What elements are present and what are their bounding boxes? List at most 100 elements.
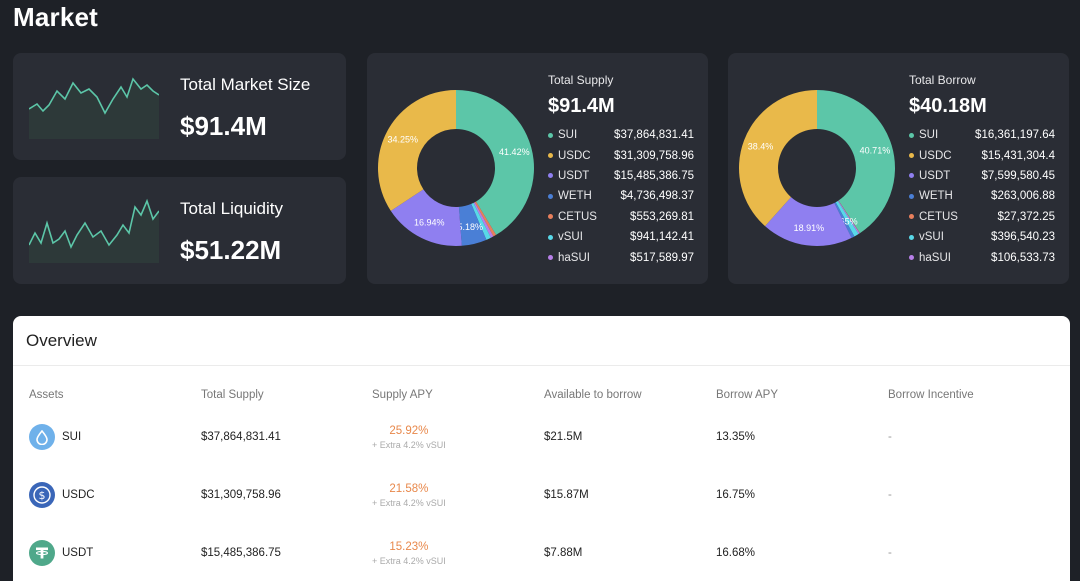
overview-panel: Overview Assets Total Supply Supply APY …: [13, 316, 1070, 581]
legend-asset: vSUI: [558, 231, 583, 244]
asset-name: SUI: [62, 431, 82, 443]
donut-label-weth: 0.65%: [832, 217, 858, 227]
table-row[interactable]: USDT $15,485,386.75 15.23% + Extra 4.2% …: [13, 531, 1070, 575]
total-supply-card: 41.42% 5.18% 16.94% 34.25% Total Supply $91…: [367, 53, 708, 284]
borrow-value: $40.18M: [909, 95, 987, 117]
borrow-title: Total Borrow: [909, 73, 976, 87]
donut-label-usdc: 38.4%: [748, 141, 774, 151]
cetus-dot-icon: [548, 214, 553, 220]
legend-asset: SUI: [558, 129, 578, 142]
donut-slice-weth[interactable]: [458, 203, 487, 246]
total-supply-value: $37,864,831.41: [201, 431, 281, 443]
donut-slice-weth[interactable]: [834, 202, 855, 238]
col-available-to-borrow[interactable]: Available to borrow: [544, 389, 642, 401]
legend-amount: $263,006.88: [991, 190, 1055, 203]
donut-slice-sui[interactable]: [817, 90, 895, 234]
weth-dot-icon: [548, 193, 553, 199]
table-row[interactable]: $ USDC $31,309,758.96 21.58% + Extra 4.2…: [13, 473, 1070, 517]
legend-asset: vSUI: [919, 231, 944, 244]
donut-slice-hasui[interactable]: [837, 200, 860, 234]
asset-name: USDT: [62, 547, 94, 559]
col-assets[interactable]: Assets: [29, 389, 64, 401]
donut-slice-vsui[interactable]: [835, 200, 859, 237]
borrow-legend-item: haSUI $106,533.73: [909, 247, 1055, 267]
cetus-dot-icon: [909, 214, 914, 220]
borrow-apy-value: 16.75%: [716, 489, 756, 501]
supply-legend-item: CETUS $553,269.81: [548, 207, 694, 227]
borrow-legend-item: USDC $15,431,304.4: [909, 145, 1055, 165]
supply-legend: SUI $37,864,831.41 USDC $31,309,758.96 USD…: [548, 125, 694, 268]
legend-asset: USDT: [558, 169, 590, 182]
borrow-incentive-value: -: [888, 547, 892, 559]
legend-asset: USDC: [919, 149, 952, 162]
legend-amount: $941,142.41: [630, 231, 694, 244]
legend-amount: $4,736,498.37: [620, 190, 694, 203]
donut-slice-usdc[interactable]: [378, 90, 456, 211]
supply-apy-cell: 15.23% + Extra 4.2% vSUI: [372, 531, 446, 575]
supply-legend-item: USDC $31,309,758.96: [548, 145, 694, 165]
donut-slice-hasui[interactable]: [473, 202, 494, 238]
donut-label-sui: 40.71%: [860, 146, 891, 156]
liquidity-sparkline-icon: [29, 198, 159, 263]
legend-asset: CETUS: [919, 210, 958, 223]
donut-slice-sui[interactable]: [456, 90, 534, 235]
supply-legend-item: SUI $37,864,831.41: [548, 125, 694, 145]
table-header: Assets Total Supply Supply APY Available…: [13, 389, 1070, 403]
total-market-size-card: Total Market Size $91.4M: [13, 53, 346, 160]
donut-slice-usdt[interactable]: [390, 189, 462, 246]
supply-legend-item: vSUI $941,142.41: [548, 227, 694, 247]
borrow-legend-item: SUI $16,361,197.64: [909, 125, 1055, 145]
asset-name: USDC: [62, 489, 95, 501]
supply-title: Total Supply: [548, 73, 614, 87]
col-total-supply[interactable]: Total Supply: [201, 389, 264, 401]
col-supply-apy[interactable]: Supply APY: [372, 389, 433, 401]
donut-slice-usdt[interactable]: [765, 197, 852, 246]
total-supply-value: $31,309,758.96: [201, 489, 281, 501]
usdc-dot-icon: [548, 153, 553, 159]
donut-label-usdt: 16.94%: [414, 217, 445, 227]
overview-header: Overview: [13, 316, 1070, 366]
supply-apy-extra: + Extra 4.2% vSUI: [372, 439, 446, 450]
legend-amount: $37,864,831.41: [614, 129, 694, 142]
total-borrow-card: 40.71% 0.65% 18.91% 38.4% Total Borrow $40.…: [728, 53, 1069, 284]
borrow-apy-value: 16.68%: [716, 547, 756, 559]
legend-asset: haSUI: [558, 251, 590, 264]
donut-slice-usdc[interactable]: [739, 90, 817, 227]
page-title: Market: [13, 2, 99, 32]
col-borrow-apy[interactable]: Borrow APY: [716, 389, 778, 401]
total-supply-value: $15,485,386.75: [201, 547, 281, 559]
available-to-borrow-value: $7.88M: [544, 547, 583, 559]
legend-amount: $27,372.25: [997, 210, 1055, 223]
total-liquidity-label: Total Liquidity: [180, 199, 284, 218]
sui-droplet-icon: [29, 424, 55, 450]
legend-amount: $517,589.97: [630, 251, 694, 264]
total-market-size-value: $91.4M: [180, 111, 267, 141]
col-borrow-incentive[interactable]: Borrow Incentive: [888, 389, 974, 401]
donut-slice-cetus[interactable]: [838, 200, 860, 234]
legend-asset: WETH: [919, 190, 953, 203]
total-liquidity-card: Total Liquidity $51.22M: [13, 177, 346, 284]
legend-amount: $15,431,304.4: [981, 149, 1055, 162]
donut-slice-vsui[interactable]: [471, 202, 491, 240]
sui-dot-icon: [548, 132, 553, 138]
legend-asset: WETH: [558, 190, 592, 203]
usdc-dot-icon: [909, 153, 914, 159]
supply-apy-cell: 25.92% + Extra 4.2% vSUI: [372, 415, 446, 459]
supply-apy-extra: + Extra 4.2% vSUI: [372, 497, 446, 508]
legend-asset: USDC: [558, 149, 591, 162]
donut-label-usdc: 34.25%: [387, 134, 418, 144]
table-row[interactable]: SUI $37,864,831.41 25.92% + Extra 4.2% v…: [13, 415, 1070, 459]
legend-amount: $31,309,758.96: [614, 149, 694, 162]
donut-label-sui: 41.42%: [499, 147, 530, 157]
usdc-coin-icon: $: [29, 482, 55, 508]
supply-apy-value: 21.58%: [389, 482, 429, 495]
supply-apy-extra: + Extra 4.2% vSUI: [372, 555, 446, 566]
donut-slice-cetus[interactable]: [474, 201, 497, 237]
legend-amount: $15,485,386.75: [614, 169, 694, 182]
supply-value: $91.4M: [548, 95, 615, 117]
supply-donut-chart: 41.42% 5.18% 16.94% 34.25%: [378, 90, 534, 246]
svg-text:$: $: [39, 489, 46, 502]
vsui-dot-icon: [548, 234, 553, 240]
borrow-legend-item: USDT $7,599,580.45: [909, 166, 1055, 186]
legend-amount: $7,599,580.45: [981, 169, 1055, 182]
